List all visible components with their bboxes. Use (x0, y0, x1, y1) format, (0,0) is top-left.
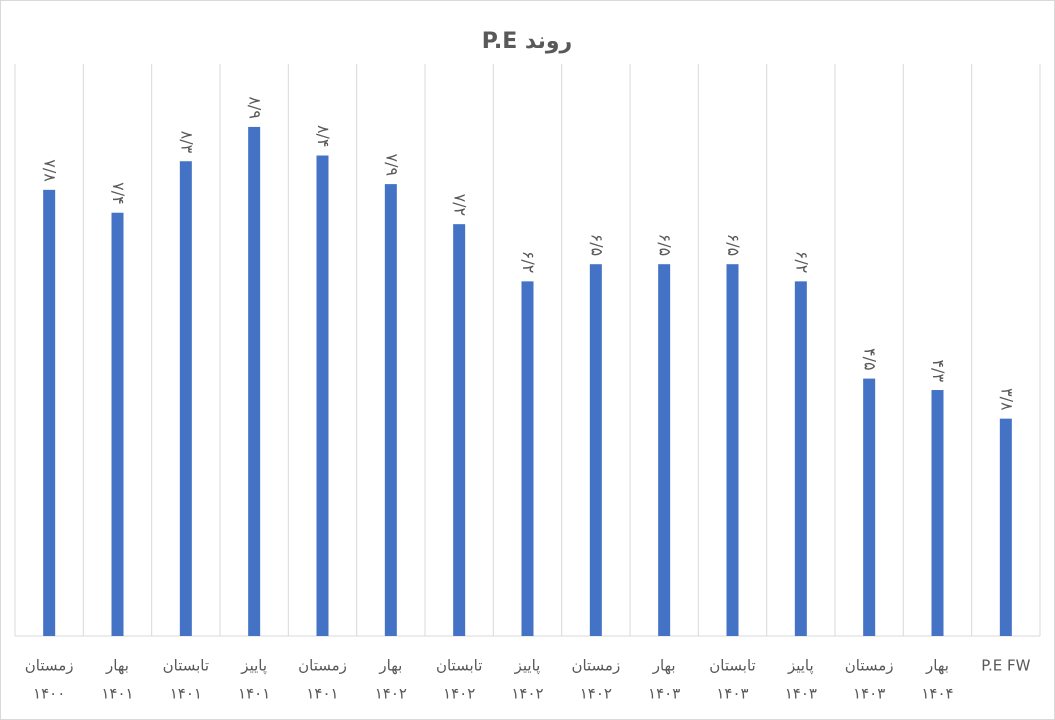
x-tick-label: ۱۴۰۱ (238, 685, 270, 703)
bar (658, 264, 671, 636)
chart-title: روند P.E (482, 29, 572, 54)
x-tick-label: ۱۴۰۲ (511, 685, 543, 703)
x-tick-label: ۱۴۰۲ (580, 685, 612, 703)
x-tick-label: زمستان (25, 657, 74, 675)
bar (316, 155, 329, 636)
data-label: ۶/۵ (724, 234, 743, 257)
x-tick-label: زمستان (845, 657, 894, 675)
data-label: ۴/۵ (861, 348, 880, 371)
bar (453, 224, 466, 636)
data-label: ۶/۲ (519, 251, 538, 274)
bar (863, 378, 876, 636)
x-tick-label: پاییز (787, 657, 814, 676)
data-label: ۴/۳ (929, 359, 948, 382)
x-tick-label: زمستان (571, 657, 620, 675)
x-tick-label: ۱۴۰۳ (648, 685, 680, 703)
bar (794, 281, 807, 636)
x-tick-label: ۱۴۰۲ (443, 685, 475, 703)
bar (248, 126, 261, 637)
bar (931, 390, 944, 636)
x-tick-label: زمستان (298, 657, 347, 675)
x-tick-label: پاییز (240, 657, 267, 676)
data-label: ۸/۳ (177, 131, 196, 154)
x-tick-label: بهار (925, 657, 949, 675)
x-tick-label: P.E FW (981, 657, 1030, 675)
x-tick-label: پاییز (514, 657, 541, 676)
bar (179, 161, 192, 637)
data-label: ۸/۴ (314, 125, 333, 148)
data-label: ۶/۵ (587, 234, 606, 257)
bar (43, 189, 56, 636)
data-label: ۷/۹ (382, 154, 401, 177)
x-tick-label: ۱۴۰۱ (306, 685, 338, 703)
bar (384, 184, 397, 636)
x-tick-label: بهار (105, 657, 129, 675)
x-tick-label: تابستان (436, 657, 482, 675)
data-label: ۷/۴ (109, 182, 128, 205)
x-tick-label: بهار (652, 657, 676, 675)
x-tick-label: ۱۴۰۱ (170, 685, 202, 703)
bar (111, 212, 124, 636)
data-label: ۷/۲ (451, 194, 470, 217)
bar (589, 264, 602, 636)
x-tick-label: تابستان (163, 657, 209, 675)
x-tick-label: ۱۴۰۳ (716, 685, 748, 703)
data-label: ۶/۲ (792, 251, 811, 274)
x-tick-label: ۱۴۰۲ (375, 685, 407, 703)
data-label: ۳/۸ (997, 388, 1016, 411)
x-tick-label: ۱۴۰۰ (33, 685, 65, 703)
x-tick-label: ۱۴۰۱ (101, 685, 133, 703)
x-tick-label: ۱۴۰۴ (921, 685, 953, 703)
data-label: ۸/۹ (246, 96, 265, 119)
bar (999, 418, 1012, 636)
bar (726, 264, 739, 636)
x-tick-label: ۱۴۰۳ (785, 685, 817, 703)
x-tick-label: تابستان (709, 657, 755, 675)
bar (521, 281, 534, 636)
data-label: ۷/۸ (41, 159, 60, 182)
data-label: ۶/۵ (656, 234, 675, 257)
x-tick-label: ۱۴۰۳ (853, 685, 885, 703)
x-tick-label: بهار (378, 657, 402, 675)
